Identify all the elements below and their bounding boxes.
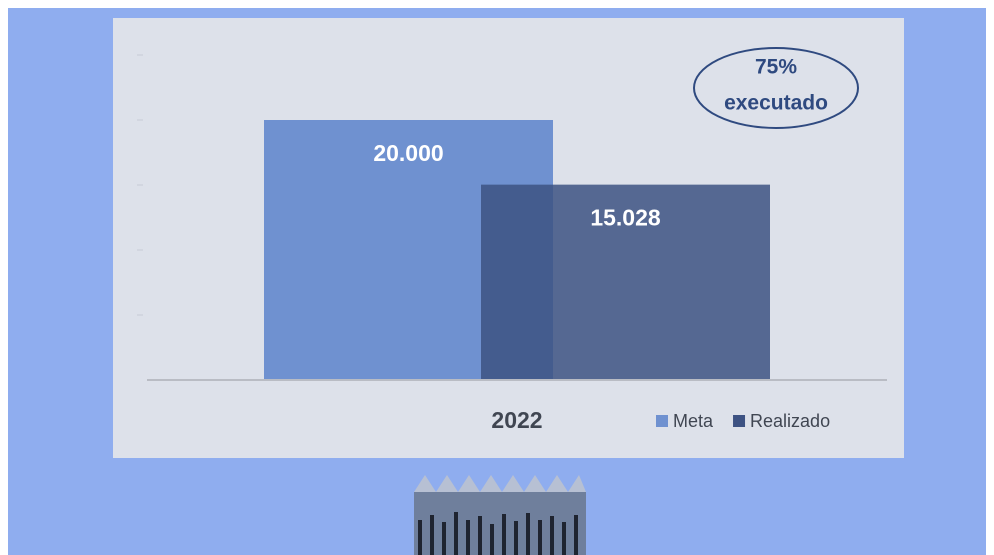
pencils <box>414 475 586 555</box>
x-tick-label: 2022 <box>491 407 542 433</box>
legend-swatch <box>733 415 746 427</box>
plot: 2022 20.000 15.028 Meta Realizado <box>137 54 887 433</box>
legend-label: Realizado <box>750 411 830 431</box>
annotation-text: 75% <box>755 56 797 79</box>
data-label: 20.000 <box>373 140 443 166</box>
legend-swatch <box>656 415 668 427</box>
annotation-text: executado <box>724 92 828 115</box>
pencil-tips <box>414 475 586 492</box>
data-label: 15.028 <box>590 205 661 231</box>
annotation-ellipse <box>693 47 859 129</box>
pencil-shadows <box>418 512 578 555</box>
bar <box>481 184 770 380</box>
legend-label: Meta <box>673 411 714 431</box>
pencil-body <box>414 492 586 555</box>
